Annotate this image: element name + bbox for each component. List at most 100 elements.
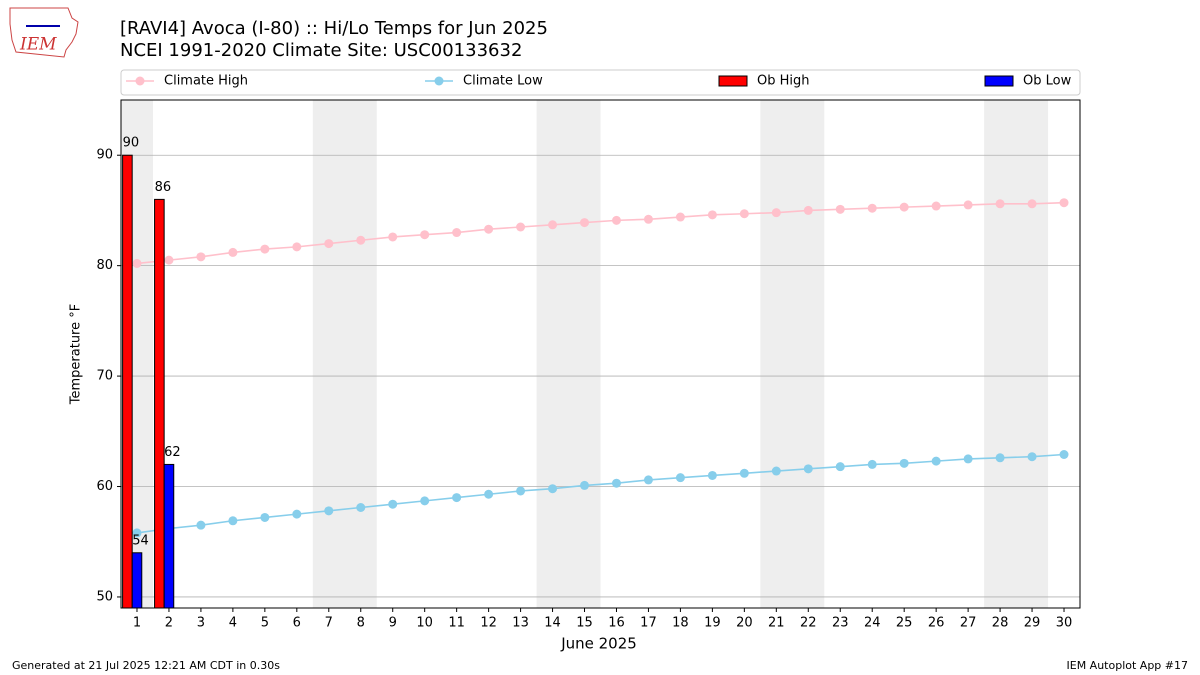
point [675, 212, 685, 222]
point [963, 454, 973, 464]
point [931, 201, 941, 211]
point [292, 509, 302, 519]
point [707, 470, 717, 480]
point [739, 468, 749, 478]
legend-label: Ob Low [1023, 74, 1072, 89]
point [899, 202, 909, 212]
y-tick-label: 80 [96, 258, 113, 273]
x-tick-label: 5 [261, 616, 269, 631]
footer-left: Generated at 21 Jul 2025 12:21 AM CDT in… [12, 659, 280, 672]
point [963, 200, 973, 210]
point [867, 459, 877, 469]
x-tick-label: 25 [896, 616, 913, 631]
legend-swatch [718, 75, 748, 87]
bar [122, 154, 133, 608]
x-tick-label: 29 [1024, 616, 1041, 631]
x-tick-label: 28 [992, 616, 1009, 631]
point [292, 242, 302, 252]
bar [163, 463, 175, 608]
point [228, 247, 238, 257]
point [739, 209, 749, 219]
point [452, 228, 462, 238]
point [995, 199, 1005, 209]
x-tick-label: 13 [512, 616, 529, 631]
x-tick-label: 7 [325, 616, 333, 631]
x-tick-label: 16 [608, 616, 625, 631]
point [452, 493, 462, 503]
weekend-shade [312, 100, 377, 608]
point [388, 499, 398, 509]
y-tick-label: 60 [96, 479, 113, 494]
point [771, 208, 781, 218]
line [136, 201, 1065, 265]
x-tick-label: 2 [165, 616, 173, 631]
point [707, 210, 717, 220]
logo-outline [9, 7, 79, 58]
chart-title: [RAVI4] Avoca (I-80) :: Hi/Lo Temps for … [120, 18, 548, 39]
legend-label: Climate High [164, 74, 248, 89]
weekend-shade [984, 100, 1049, 608]
bar-value-label: 86 [155, 180, 172, 195]
point [420, 496, 430, 506]
point [260, 512, 270, 522]
point [516, 222, 526, 232]
bar-value-label: 54 [132, 533, 149, 548]
legend-box [120, 69, 1081, 96]
point [1059, 198, 1069, 208]
legend-label: Climate Low [463, 74, 543, 89]
y-tick-label: 70 [96, 369, 113, 384]
x-tick-label: 26 [928, 616, 945, 631]
point [675, 473, 685, 483]
x-tick-label: 4 [229, 616, 237, 631]
bar [131, 552, 143, 608]
point [132, 258, 142, 268]
point [803, 464, 813, 474]
point [835, 204, 845, 214]
point [132, 528, 142, 538]
x-tick-label: 30 [1056, 616, 1073, 631]
point [611, 215, 621, 225]
x-tick-label: 23 [832, 616, 849, 631]
point [548, 220, 558, 230]
point [580, 480, 590, 490]
point [484, 489, 494, 499]
point [611, 478, 621, 488]
legend-label: Ob High [757, 74, 810, 89]
y-tick-label: 90 [96, 148, 113, 163]
x-tick-label: 24 [864, 616, 881, 631]
x-axis-label: June 2025 [560, 635, 637, 653]
point [899, 458, 909, 468]
y-tick-label: 50 [96, 589, 113, 604]
logo-text: IEM [19, 35, 57, 55]
plot-frame [120, 99, 1081, 609]
point [324, 506, 334, 516]
legend-swatch [984, 75, 1014, 87]
x-tick-label: 15 [576, 616, 593, 631]
point [803, 205, 813, 215]
point [1027, 452, 1037, 462]
x-tick-label: 20 [736, 616, 753, 631]
line [136, 453, 1065, 534]
point [1027, 199, 1037, 209]
x-tick-label: 14 [544, 616, 561, 631]
point [931, 456, 941, 466]
weekend-shade [536, 100, 601, 608]
point [643, 214, 653, 224]
x-tick-label: 1 [133, 616, 141, 631]
weekend-shade [760, 100, 825, 608]
logo: IEM [9, 7, 79, 58]
point [835, 462, 845, 472]
x-tick-label: 3 [197, 616, 205, 631]
x-tick-label: 18 [672, 616, 689, 631]
point [164, 255, 174, 265]
point [356, 235, 366, 245]
point [548, 484, 558, 494]
point [580, 218, 590, 228]
point [643, 475, 653, 485]
legend-marker [135, 76, 145, 86]
point [260, 244, 270, 254]
chart-subtitle: NCEI 1991-2020 Climate Site: USC00133632 [120, 40, 522, 61]
x-tick-label: 22 [800, 616, 817, 631]
